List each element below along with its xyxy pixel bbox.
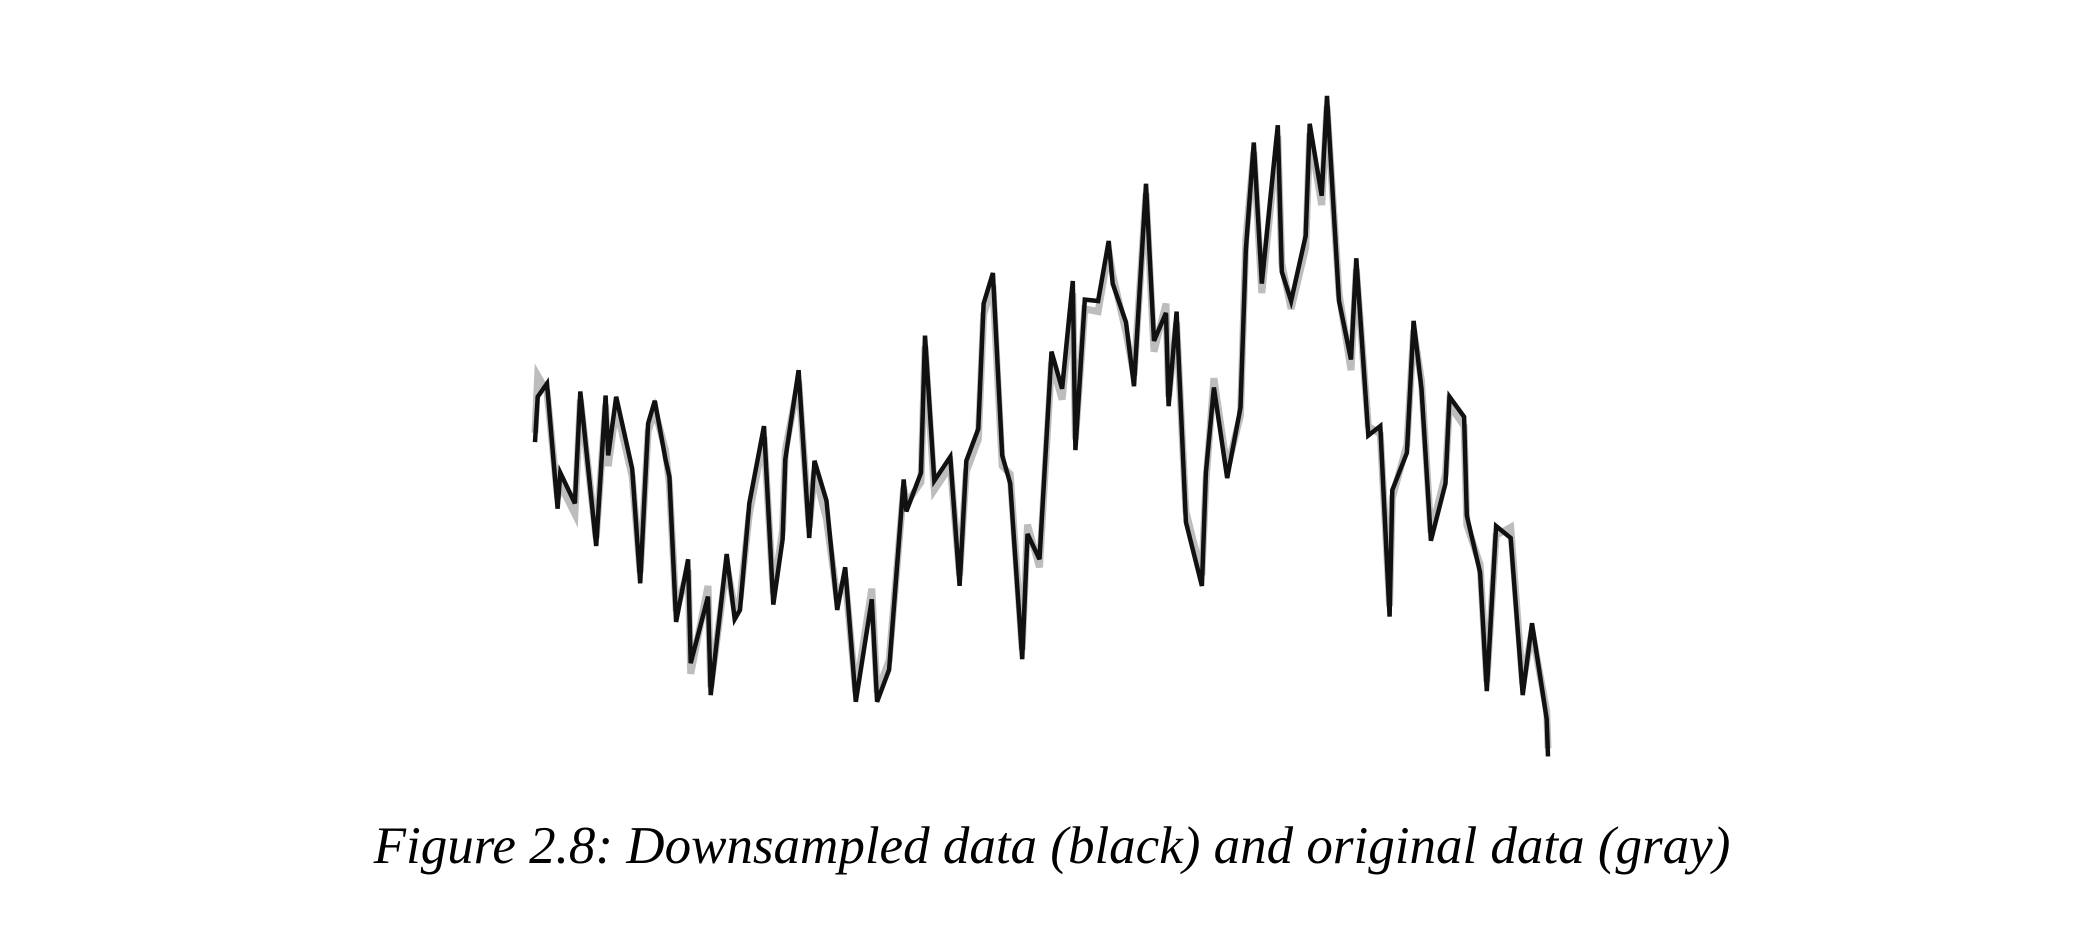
series-line (532, 95, 1551, 757)
figure-caption: Figure 2.8: Downsampled data (black) and… (373, 817, 1731, 875)
series-line (531, 106, 1552, 749)
plot-area (531, 95, 1552, 757)
